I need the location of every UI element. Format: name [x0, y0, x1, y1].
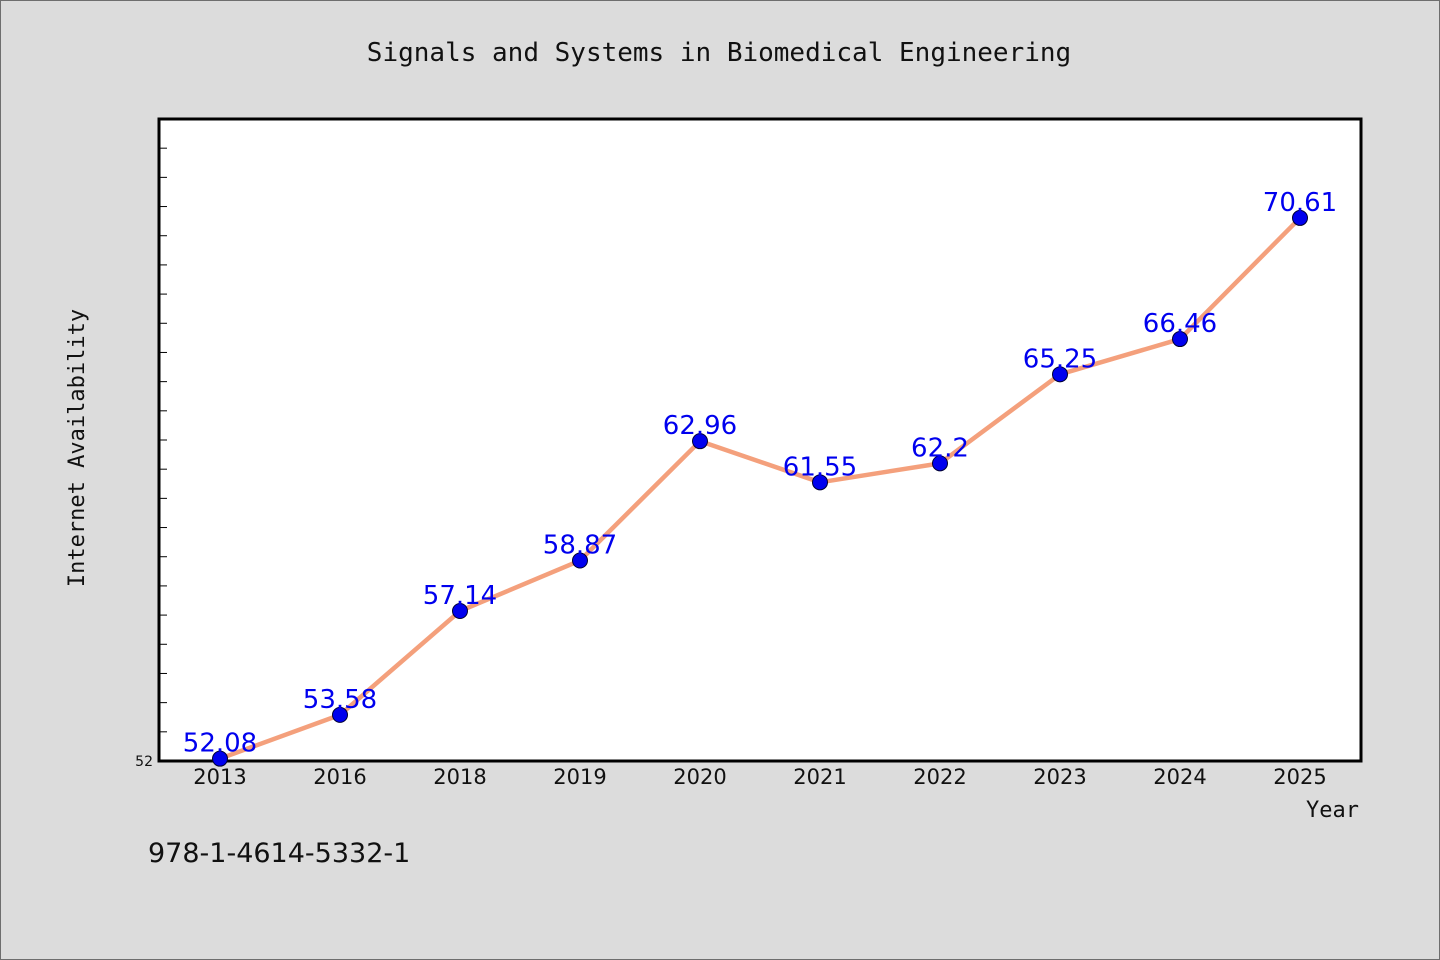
data-label: 66.46: [1143, 309, 1217, 339]
series-line-group: [217, 215, 1303, 761]
x-axis-tick-labels: 2013 2016 2018 2019 2020 2021 2022 2023 2024 2025: [193, 765, 1326, 789]
chart-title: Signals and Systems in Biomedical Engine…: [367, 38, 1071, 68]
series-data-labels: 52.08 53.58 57.14 58.87 62.96 61.55 62.2 65.25 6…: [183, 188, 1337, 759]
data-point: [692, 433, 708, 450]
data-point: [1172, 331, 1188, 348]
x-tick-label: 2025: [1273, 765, 1326, 789]
y-tick-label: 52: [135, 754, 153, 770]
x-tick-label: 2020: [673, 765, 726, 789]
x-tick-label: 2019: [553, 765, 606, 789]
data-point: [212, 750, 228, 767]
x-tick-label: 2023: [1033, 765, 1086, 789]
data-point: [1052, 366, 1068, 383]
data-label: 65.25: [1023, 344, 1097, 374]
x-tick-label: 2022: [913, 765, 966, 789]
data-point: [332, 706, 348, 723]
data-point: [1292, 209, 1308, 226]
x-tick-label: 2024: [1153, 765, 1206, 789]
data-label: 62.96: [663, 411, 737, 441]
data-point: [812, 474, 828, 491]
plot-area: [157, 117, 1363, 763]
data-point: [572, 552, 588, 569]
data-label: 58.87: [543, 531, 617, 561]
series-line: [217, 215, 1303, 761]
data-label: 53.58: [303, 685, 377, 715]
data-label: 52.08: [183, 729, 257, 759]
x-tick-label: 2013: [193, 765, 246, 789]
data-label: 61.55: [783, 452, 857, 482]
y-axis-ticks: [159, 147, 167, 733]
x-tick-label: 2018: [433, 765, 486, 789]
y-axis-tick-labels: 52: [135, 754, 153, 770]
data-label: 70.61: [1263, 188, 1337, 218]
isbn-text: 978-1-4614-5332-1: [148, 838, 410, 869]
x-tick-label: 2016: [313, 765, 366, 789]
x-axis-label: Year: [1306, 798, 1359, 823]
data-label: 62.2: [911, 433, 969, 463]
x-tick-label: 2021: [793, 765, 846, 789]
data-label: 57.14: [423, 581, 497, 611]
data-point: [452, 603, 468, 620]
y-axis-label: Internet Availability: [65, 309, 90, 587]
series-points: [212, 209, 1308, 767]
data-point: [932, 455, 948, 472]
